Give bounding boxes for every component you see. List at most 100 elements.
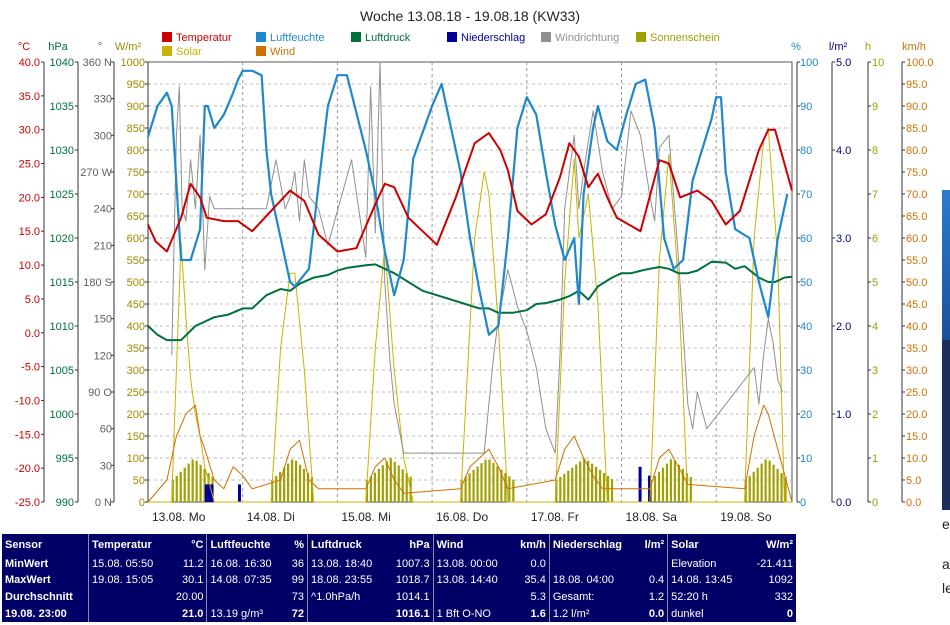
hum-tick-label: 80 xyxy=(800,145,812,157)
solar-axis-unit: W/m² xyxy=(115,41,142,53)
stats-table: Sensor Temperatur °C Luftfeuchte % Luftd… xyxy=(2,534,796,622)
sunshine-bar xyxy=(405,472,408,502)
max-press-value: 1018.7 xyxy=(395,574,430,587)
hdr-rain-unit: l/m² xyxy=(644,538,665,551)
dir-tick-label: 180 S xyxy=(83,277,112,289)
dir-tick-label: 240 xyxy=(94,204,112,216)
strip-text-c: le xyxy=(942,580,950,596)
sunshine-bar xyxy=(275,475,278,502)
legend-swatch xyxy=(447,32,457,42)
series-temperatur xyxy=(147,128,793,253)
solar-tick-label: 100 xyxy=(127,453,145,465)
wind-tick-label: 70.0 xyxy=(906,189,927,201)
min-wind-time: 13.08. 00:00 xyxy=(432,555,512,573)
hum-tick-label: 90 xyxy=(800,101,812,113)
sunshine-bar xyxy=(583,458,586,502)
sunshine-bar xyxy=(203,468,206,502)
legend-swatch xyxy=(256,32,266,42)
legend-label: Niederschlag xyxy=(461,32,525,44)
sunshine-bar xyxy=(373,472,376,502)
temp-tick-label: 10.0 xyxy=(19,260,40,272)
wind-tick-label: 80.0 xyxy=(906,145,927,157)
avg-rain-value: 1.2 xyxy=(648,590,665,603)
sunshine-bar xyxy=(760,463,763,502)
min-wind-value: 0.0 xyxy=(530,557,546,570)
avg-temp-value: 20.00 xyxy=(175,590,204,603)
solar-tick-label: 900 xyxy=(127,101,145,113)
hum-tick-label: 0 xyxy=(800,497,806,509)
wind-tick-label: 45.0 xyxy=(906,299,927,311)
sunshine-bar xyxy=(610,479,614,502)
press-tick-label: 1020 xyxy=(50,233,74,245)
temp-tick-label: 0.0 xyxy=(25,328,40,340)
legend-label: Solar xyxy=(176,46,202,58)
temp-tick-label: 5.0 xyxy=(25,294,40,306)
solar-tick-label: 450 xyxy=(127,299,145,311)
hdr-niederschlag: Niederschlag xyxy=(548,534,638,556)
cur-hum-value: 72 xyxy=(291,607,305,620)
sunshine-bar xyxy=(401,469,404,502)
sunshine-bar xyxy=(488,459,491,502)
sunshine-bar xyxy=(512,479,515,502)
sunshine-bar xyxy=(480,463,483,502)
avg-hum-value: 73 xyxy=(291,590,305,603)
series-luftfeuchte xyxy=(146,69,789,336)
max-temp-time: 19.08. 15:05 xyxy=(88,572,168,589)
solar-tick-label: 50 xyxy=(133,475,145,487)
hdr-solar-unit: W/m² xyxy=(766,538,793,551)
temp-tick-label: 40.0 xyxy=(19,57,40,69)
min-press-value: 1007.3 xyxy=(395,557,430,570)
legend-swatch xyxy=(256,46,266,56)
avg-wind-time xyxy=(432,588,512,606)
sunshine-bar xyxy=(306,472,310,502)
avg-solar-value: 332 xyxy=(774,590,793,603)
row-current-label: 19.08. 23:00 xyxy=(5,607,67,620)
temp-tick-label: 35.0 xyxy=(19,91,40,103)
sunshine-bar xyxy=(756,467,759,502)
sun-tick-label: 6 xyxy=(872,233,878,245)
press-tick-label: 1005 xyxy=(50,365,74,377)
min-solar-label: Elevation xyxy=(667,555,747,573)
strip-dark xyxy=(942,340,950,510)
wind-tick-label: 85.0 xyxy=(906,123,927,135)
sunshine-bar xyxy=(389,458,392,502)
max-rain-value: 0.4 xyxy=(648,574,665,587)
sunshine-bar xyxy=(287,463,290,502)
sunshine-bar xyxy=(784,477,787,502)
temp-tick-label: -15.0 xyxy=(15,429,40,441)
legend-swatch xyxy=(162,46,172,56)
sunshine-bar xyxy=(764,459,767,502)
solar-tick-label: 500 xyxy=(127,277,145,289)
sunshine-bar xyxy=(504,472,507,502)
wind-tick-label: 100.0 xyxy=(906,57,934,69)
sunshine-bar xyxy=(555,480,558,502)
row-avg-label: Durchschnitt xyxy=(5,590,73,603)
sunshine-bar xyxy=(563,473,566,502)
press-tick-label: 1015 xyxy=(50,277,74,289)
press-tick-label: 995 xyxy=(56,453,74,465)
x-label: 14.08. Di xyxy=(247,510,295,524)
temp-tick-label: 25.0 xyxy=(19,159,40,171)
rain-tick-label: 2.0 xyxy=(836,321,851,333)
hum-axis-unit: % xyxy=(791,41,801,53)
rain-tick-label: 3.0 xyxy=(836,233,851,245)
max-wind-time: 13.08. 14:40 xyxy=(432,572,512,589)
min-rain-value xyxy=(637,555,667,572)
hdr-press-unit: hPa xyxy=(409,538,430,551)
hdr-luftfeuchte: Luftfeuchte xyxy=(206,534,286,556)
hdr-wind-unit: km/h xyxy=(520,538,546,551)
press-tick-label: 1010 xyxy=(50,321,74,333)
solar-tick-label: 150 xyxy=(127,431,145,443)
legend-label: Sonnenschein xyxy=(650,32,720,44)
sunshine-bar xyxy=(748,475,751,502)
rain-bar xyxy=(204,484,208,502)
solar-tick-label: 1000 xyxy=(121,57,145,69)
hum-tick-label: 60 xyxy=(800,233,812,245)
sunshine-bar xyxy=(500,469,503,502)
hum-tick-label: 40 xyxy=(800,321,812,333)
series-solar xyxy=(148,127,792,503)
cur-wind-bft: 1 Bft O-NO xyxy=(432,605,512,622)
solar-tick-label: 250 xyxy=(127,387,145,399)
hdr-sensor: Sensor xyxy=(5,538,43,551)
sunshine-bar xyxy=(195,460,198,502)
